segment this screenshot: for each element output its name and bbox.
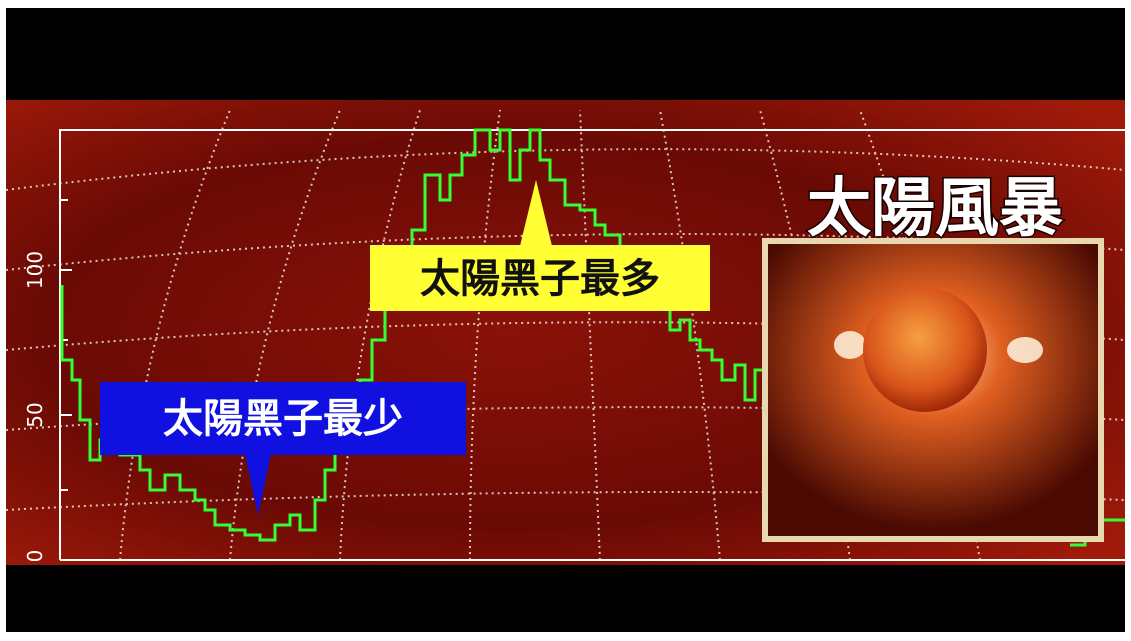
y-tick-label: 0 [23, 550, 47, 563]
flare [1007, 337, 1043, 363]
callout-box [100, 382, 466, 455]
flare [834, 331, 866, 359]
callout-min: 太陽黑子最少 [163, 396, 403, 442]
plot-frame [59, 129, 1125, 561]
callout-pointer [520, 180, 552, 246]
sun-disk [863, 288, 987, 412]
y-tick-label: 100 [23, 251, 47, 289]
callout-max: 太陽黑子最多 [420, 256, 660, 302]
y-tick-label: 50 [23, 402, 47, 427]
title: 太陽風暴 [807, 172, 1063, 246]
callout-pointer [245, 454, 271, 515]
callout-box [370, 245, 710, 311]
